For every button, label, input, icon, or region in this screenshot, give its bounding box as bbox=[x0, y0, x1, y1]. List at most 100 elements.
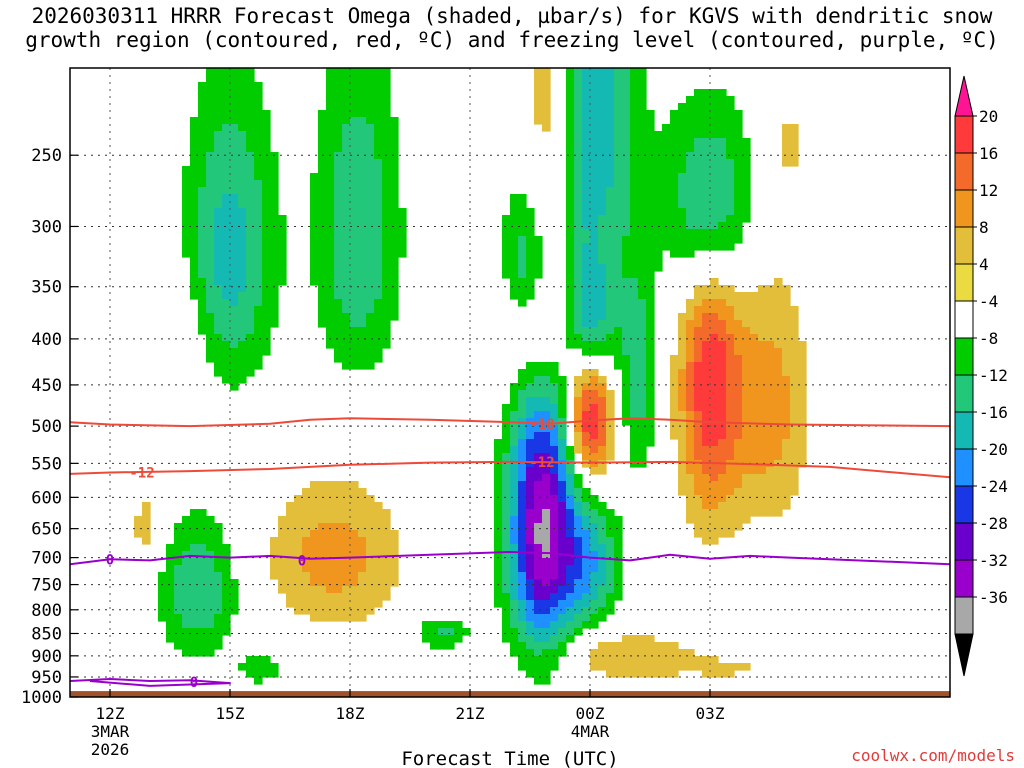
omega-cell bbox=[718, 334, 727, 342]
omega-cell bbox=[550, 579, 559, 587]
omega-cell bbox=[334, 355, 343, 363]
omega-cell bbox=[582, 187, 591, 195]
omega-cell bbox=[286, 544, 295, 552]
omega-cell bbox=[590, 432, 599, 440]
omega-cell bbox=[246, 75, 255, 83]
omega-cell bbox=[574, 481, 583, 489]
omega-cell bbox=[366, 138, 375, 146]
omega-cell bbox=[686, 439, 695, 447]
omega-cell bbox=[566, 103, 575, 111]
omega-cell bbox=[742, 215, 751, 223]
omega-cell bbox=[222, 334, 231, 342]
omega-cell bbox=[686, 404, 695, 412]
omega-cell bbox=[574, 579, 583, 587]
omega-cell bbox=[230, 208, 239, 216]
omega-cell bbox=[366, 145, 375, 153]
omega-cell bbox=[566, 488, 575, 496]
omega-cell bbox=[246, 131, 255, 139]
omega-cell bbox=[366, 103, 375, 111]
omega-cell bbox=[382, 229, 391, 237]
omega-cell bbox=[222, 586, 231, 594]
omega-cell bbox=[646, 334, 655, 342]
omega-cell bbox=[158, 572, 167, 580]
omega-cell bbox=[334, 278, 343, 286]
omega-cell bbox=[614, 236, 623, 244]
omega-cell bbox=[598, 208, 607, 216]
omega-cell bbox=[326, 194, 335, 202]
omega-cell bbox=[566, 173, 575, 181]
omega-cell bbox=[582, 523, 591, 531]
omega-cell bbox=[334, 586, 343, 594]
omega-cell bbox=[766, 446, 775, 454]
omega-cell bbox=[214, 313, 223, 321]
omega-cell bbox=[710, 201, 719, 209]
omega-cell bbox=[318, 264, 327, 272]
omega-cell bbox=[230, 159, 239, 167]
omega-cell bbox=[638, 103, 647, 111]
omega-cell bbox=[214, 537, 223, 545]
omega-cell bbox=[358, 173, 367, 181]
omega-cell bbox=[550, 572, 559, 580]
omega-cell bbox=[758, 432, 767, 440]
omega-cell bbox=[166, 593, 175, 601]
omega-cell bbox=[518, 201, 527, 209]
omega-cell bbox=[190, 593, 199, 601]
omega-cell bbox=[702, 467, 711, 475]
omega-cell bbox=[198, 117, 207, 125]
omega-cell bbox=[598, 229, 607, 237]
omega-cell bbox=[758, 285, 767, 293]
omega-cell bbox=[622, 411, 631, 419]
omega-cell bbox=[766, 404, 775, 412]
omega-cell bbox=[542, 551, 551, 559]
omega-cell bbox=[510, 208, 519, 216]
omega-cell bbox=[550, 516, 559, 524]
omega-cell bbox=[310, 236, 319, 244]
omega-cell bbox=[326, 572, 335, 580]
omega-cell bbox=[254, 271, 263, 279]
omega-cell bbox=[206, 166, 215, 174]
omega-cell bbox=[238, 201, 247, 209]
omega-cell bbox=[230, 292, 239, 300]
omega-cell bbox=[270, 222, 279, 230]
omega-cell bbox=[694, 355, 703, 363]
omega-cell bbox=[326, 131, 335, 139]
omega-cell bbox=[598, 663, 607, 671]
omega-cell bbox=[598, 453, 607, 461]
omega-cell bbox=[374, 166, 383, 174]
omega-cell bbox=[214, 558, 223, 566]
omega-cell bbox=[758, 446, 767, 454]
omega-cell bbox=[590, 201, 599, 209]
omega-cell bbox=[766, 474, 775, 482]
omega-cell bbox=[790, 425, 799, 433]
omega-cell bbox=[622, 173, 631, 181]
omega-cell bbox=[334, 299, 343, 307]
omega-cell bbox=[254, 306, 263, 314]
omega-cell bbox=[654, 215, 663, 223]
x-tick-label: 03Z bbox=[696, 704, 725, 723]
omega-cell bbox=[750, 432, 759, 440]
omega-cell bbox=[190, 285, 199, 293]
omega-cell bbox=[598, 159, 607, 167]
omega-cell bbox=[726, 446, 735, 454]
omega-cell bbox=[374, 551, 383, 559]
omega-cell bbox=[622, 285, 631, 293]
omega-cell bbox=[686, 397, 695, 405]
omega-cell bbox=[654, 173, 663, 181]
omega-cell bbox=[238, 68, 247, 76]
omega-cell bbox=[566, 159, 575, 167]
omega-cell bbox=[606, 565, 615, 573]
omega-cell bbox=[550, 551, 559, 559]
y-tick-label: 350 bbox=[31, 278, 62, 298]
omega-cell bbox=[206, 152, 215, 160]
omega-cell bbox=[646, 348, 655, 356]
watermark-link[interactable]: coolwx.com/models bbox=[851, 746, 1015, 765]
omega-cell bbox=[646, 124, 655, 132]
omega-cell bbox=[582, 572, 591, 580]
omega-cell bbox=[294, 586, 303, 594]
omega-cell bbox=[238, 341, 247, 349]
omega-cell bbox=[238, 320, 247, 328]
omega-cell bbox=[566, 271, 575, 279]
omega-cell bbox=[390, 292, 399, 300]
omega-cell bbox=[782, 453, 791, 461]
omega-cell bbox=[710, 334, 719, 342]
